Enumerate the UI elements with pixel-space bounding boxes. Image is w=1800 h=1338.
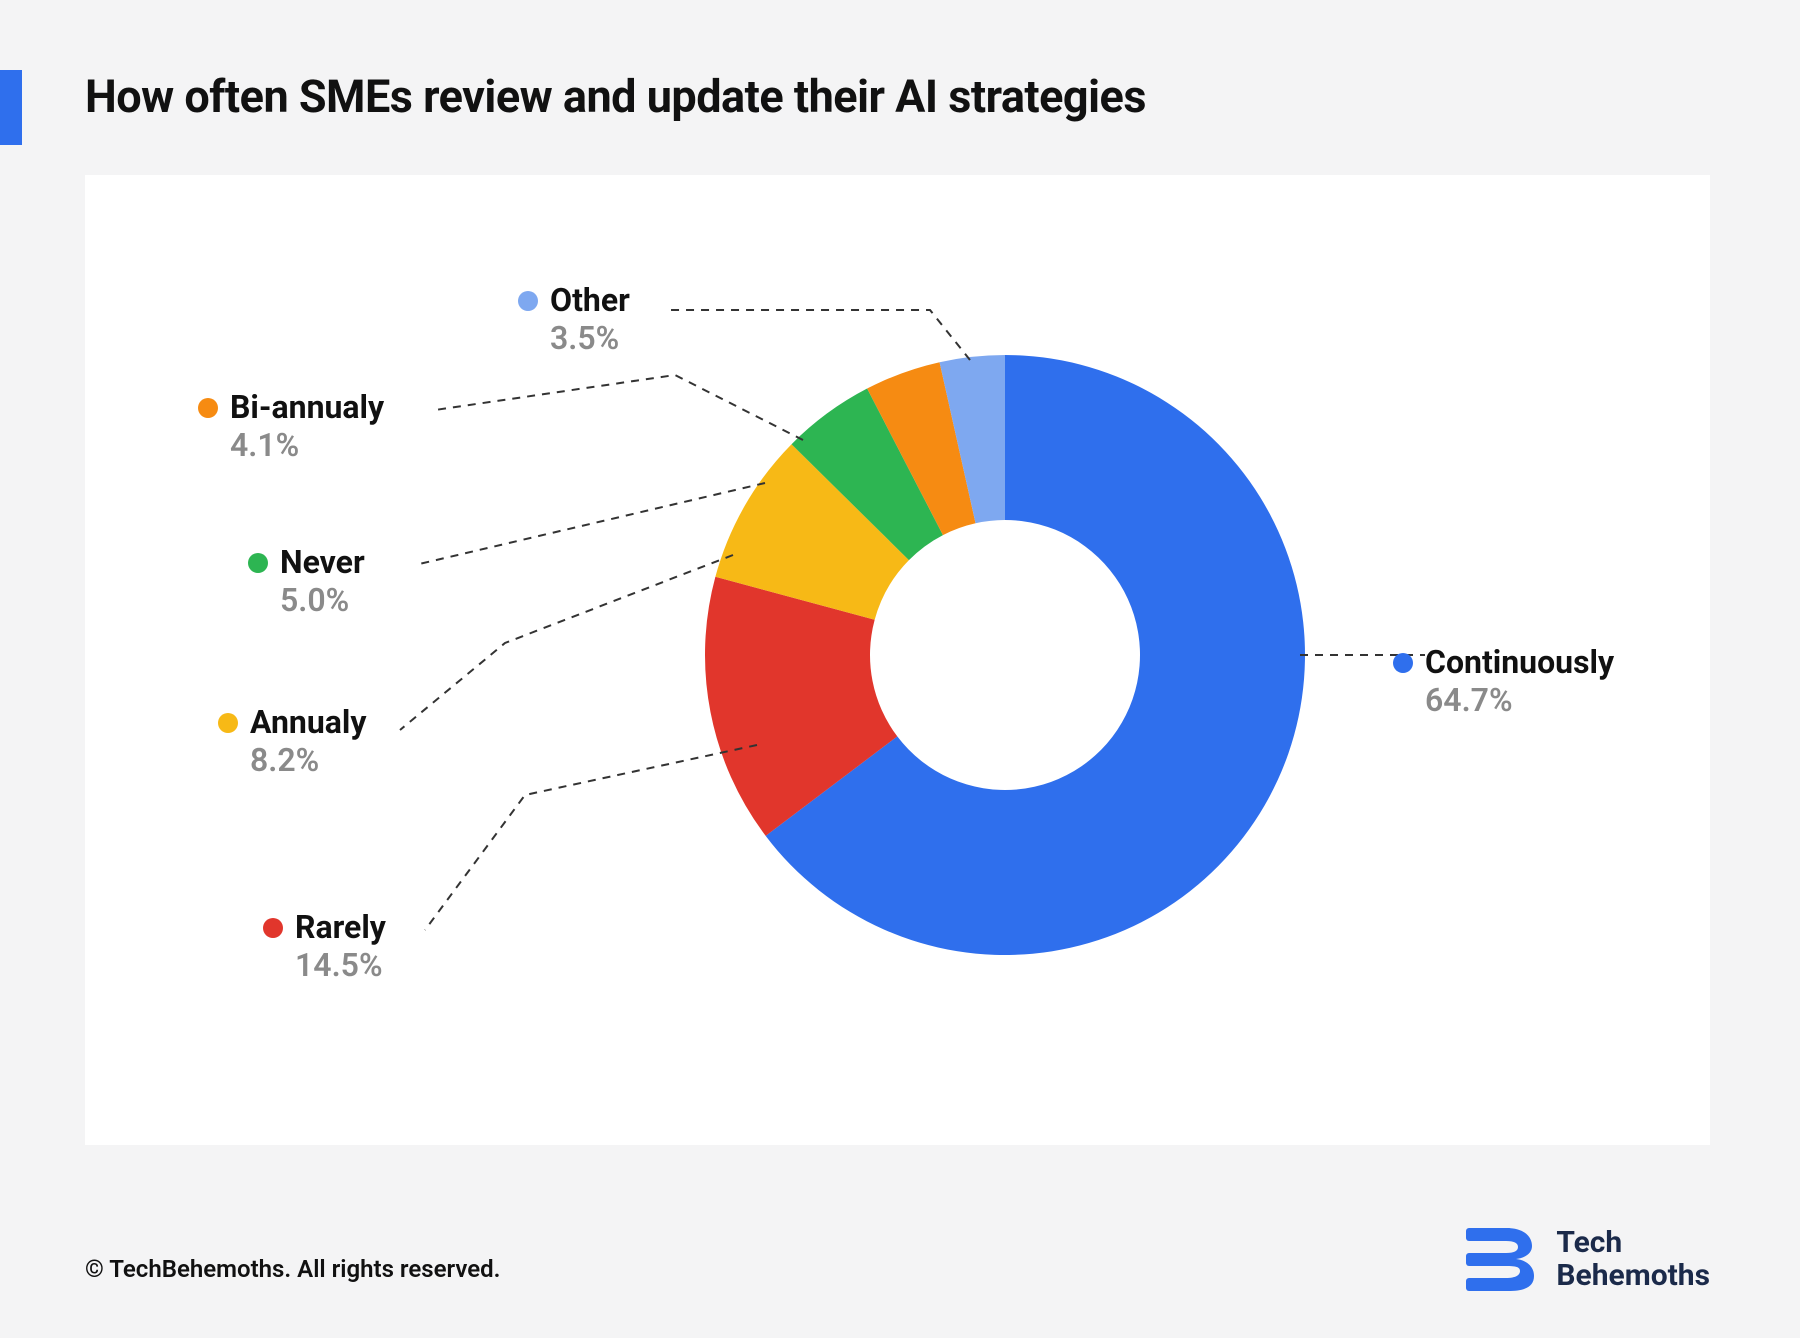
legend-dot-icon: [1393, 653, 1413, 673]
legend-dot-icon: [198, 398, 218, 418]
legend-percent: 4.1%: [230, 426, 299, 464]
logo-line2: Behemoths: [1556, 1259, 1710, 1292]
legend-label: Rarely: [295, 908, 387, 946]
legend-label: Other: [550, 281, 630, 319]
donut-chart: Continuously64.7% Rarely14.5% Annualy8.2% N…: [85, 175, 1710, 1145]
legend-label: Never: [280, 543, 365, 581]
legend-dot-icon: [263, 918, 283, 938]
page-title: How often SMEs review and update their A…: [85, 70, 1146, 123]
legend-dot-icon: [248, 553, 268, 573]
logo-text: Tech Behemoths: [1556, 1226, 1710, 1292]
copyright: © TechBehemoths. All rights reserved.: [85, 1255, 500, 1283]
leader-line: [425, 745, 757, 930]
leader-line: [670, 310, 970, 360]
legend-percent: 8.2%: [250, 741, 319, 779]
legend-label: Annualy: [250, 703, 367, 741]
chart-card: Continuously64.7% Rarely14.5% Annualy8.2% N…: [85, 175, 1710, 1145]
leader-line: [415, 483, 765, 565]
legend-percent: 3.5%: [550, 319, 619, 357]
legend-percent: 64.7%: [1425, 681, 1513, 719]
legend-percent: 5.0%: [280, 581, 349, 619]
legend-percent: 14.5%: [295, 946, 383, 984]
brand-logo: Tech Behemoths: [1460, 1220, 1710, 1298]
legend-dot-icon: [518, 291, 538, 311]
legend-label: Continuously: [1425, 643, 1615, 681]
legend-dot-icon: [218, 713, 238, 733]
legend-label: Bi-annualy: [230, 388, 385, 426]
logo-line1: Tech: [1556, 1226, 1710, 1259]
logo-mark-icon: [1460, 1220, 1538, 1298]
leader-line: [400, 555, 733, 730]
accent-bar: [0, 70, 22, 145]
leader-line: [435, 375, 803, 440]
